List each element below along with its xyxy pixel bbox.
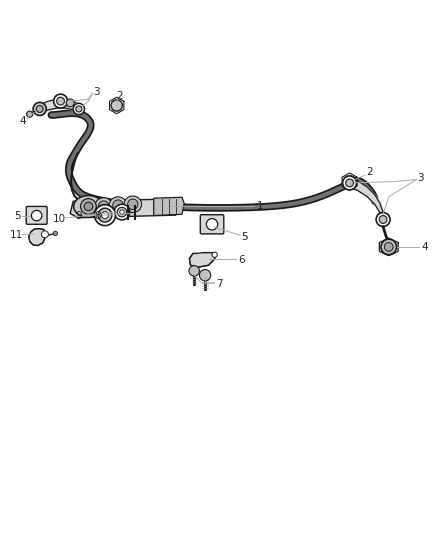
Circle shape <box>381 239 396 255</box>
Circle shape <box>199 270 211 281</box>
Circle shape <box>73 103 85 115</box>
Ellipse shape <box>110 197 127 213</box>
Circle shape <box>385 243 393 251</box>
Circle shape <box>120 210 124 214</box>
Ellipse shape <box>124 196 141 213</box>
FancyBboxPatch shape <box>200 215 224 234</box>
Text: 8: 8 <box>94 211 100 221</box>
Circle shape <box>346 179 353 187</box>
Polygon shape <box>70 199 178 218</box>
Circle shape <box>76 106 82 112</box>
Circle shape <box>33 102 46 116</box>
Circle shape <box>99 201 109 211</box>
Text: 4: 4 <box>19 116 25 126</box>
Text: 3: 3 <box>417 173 424 183</box>
Ellipse shape <box>74 196 103 217</box>
Circle shape <box>114 204 130 220</box>
Circle shape <box>84 202 93 211</box>
Circle shape <box>111 100 122 111</box>
Text: 3: 3 <box>93 86 99 96</box>
Text: 6: 6 <box>238 255 245 264</box>
Text: 5: 5 <box>241 232 247 242</box>
Polygon shape <box>189 253 215 268</box>
Circle shape <box>113 200 123 211</box>
Circle shape <box>66 99 74 107</box>
Circle shape <box>53 94 67 108</box>
Circle shape <box>189 265 199 276</box>
Circle shape <box>206 219 218 230</box>
Text: 1: 1 <box>257 201 264 212</box>
Text: 9: 9 <box>75 211 82 221</box>
Circle shape <box>343 176 357 190</box>
Circle shape <box>376 213 390 227</box>
Ellipse shape <box>95 198 113 214</box>
Circle shape <box>81 199 96 214</box>
FancyBboxPatch shape <box>26 206 47 224</box>
Text: 11: 11 <box>10 230 23 240</box>
Text: 2: 2 <box>367 167 373 177</box>
Circle shape <box>127 199 138 209</box>
Circle shape <box>98 208 112 222</box>
Circle shape <box>42 231 48 238</box>
Text: 10: 10 <box>53 214 66 224</box>
Polygon shape <box>29 229 45 246</box>
Circle shape <box>117 207 127 217</box>
Circle shape <box>53 231 57 236</box>
Circle shape <box>379 215 387 223</box>
Circle shape <box>32 211 42 221</box>
Circle shape <box>95 205 116 225</box>
Circle shape <box>36 106 43 112</box>
Text: 5: 5 <box>14 211 21 221</box>
Polygon shape <box>154 197 184 215</box>
Circle shape <box>344 176 355 187</box>
Text: 2: 2 <box>117 91 123 101</box>
Text: 7: 7 <box>216 279 223 289</box>
Circle shape <box>212 252 217 257</box>
Circle shape <box>57 97 64 105</box>
Circle shape <box>27 111 33 117</box>
Circle shape <box>102 212 109 219</box>
Text: 4: 4 <box>421 242 428 252</box>
